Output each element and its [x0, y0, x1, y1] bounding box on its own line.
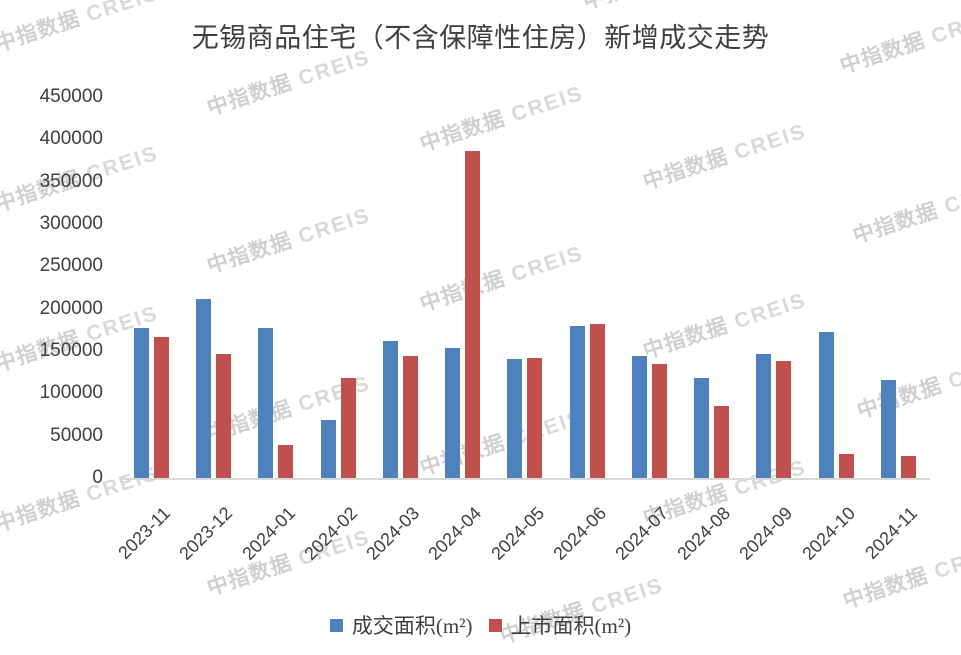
y-axis-tick-label-450000: 450000 — [39, 86, 103, 107]
sold-area-bar-2024-05 — [507, 359, 523, 478]
sold-area-bar-2023-12 — [196, 299, 212, 478]
listed-area-bar-2024-09 — [776, 361, 792, 478]
y-axis-tick-label-50000: 50000 — [50, 424, 103, 446]
listed-area-bar-2024-02 — [340, 378, 356, 478]
sold-area-bar-2024-11 — [880, 379, 896, 478]
sold-area-bar-2024-01 — [258, 328, 274, 478]
y-axis-tick-label-100000: 100000 — [39, 382, 103, 404]
listed-area-bar-2024-04 — [465, 151, 481, 478]
legend-swatch-sold-area — [329, 618, 343, 632]
listed-area-bar-2023-12 — [216, 354, 232, 478]
x-axis-line — [121, 478, 930, 480]
sold-area-bar-2023-11 — [134, 328, 149, 478]
sold-area-bar-2024-07 — [631, 356, 647, 478]
legend-item-listed-area: 上市面积(m²) — [488, 610, 632, 640]
y-axis-tick-label-0: 0 — [92, 467, 103, 488]
sold-area-bar-2024-08 — [694, 378, 710, 478]
listed-area-bar-2024-11 — [900, 455, 916, 478]
sold-area-bar-2024-03 — [382, 340, 398, 478]
listed-area-bar-2024-10 — [838, 454, 854, 478]
sold-area-bar-2024-02 — [320, 420, 336, 478]
sold-area-bar-2024-06 — [569, 326, 585, 478]
legend-label-listed-area: 上市面积(m²) — [510, 614, 632, 638]
y-axis-tick-label-300000: 300000 — [39, 213, 103, 234]
listed-area-bar-2024-03 — [402, 356, 418, 478]
sold-area-bar-2024-09 — [756, 354, 772, 478]
legend-label-sold-area: 成交面积(m²) — [351, 614, 473, 638]
sold-area-bar-2024-04 — [445, 348, 461, 478]
listed-area-bar-2024-08 — [714, 406, 730, 478]
chart-title: 无锡商品住宅（不含保障性住房）新增成交走势 — [191, 23, 770, 53]
listed-area-bar-2024-06 — [589, 323, 605, 478]
y-axis-tick-label-200000: 200000 — [39, 297, 103, 319]
legend-item-sold-area: 成交面积(m²) — [329, 610, 473, 640]
listed-area-bar-2023-11 — [154, 336, 169, 478]
legend-swatch-listed-area — [488, 618, 502, 632]
chart-legend: 成交面积(m²) 上市面积(m²) — [0, 610, 961, 640]
listed-area-bar-2024-05 — [527, 357, 543, 478]
y-axis-tick-label-400000: 400000 — [39, 128, 103, 150]
y-axis-tick-label-350000: 350000 — [39, 170, 103, 192]
listed-area-bar-2024-07 — [651, 363, 667, 478]
listed-area-bar-2024-01 — [278, 444, 294, 478]
sold-area-bar-2024-10 — [818, 331, 834, 478]
y-axis-tick-label-250000: 250000 — [39, 255, 103, 277]
y-axis-tick-label-150000: 150000 — [39, 340, 103, 361]
